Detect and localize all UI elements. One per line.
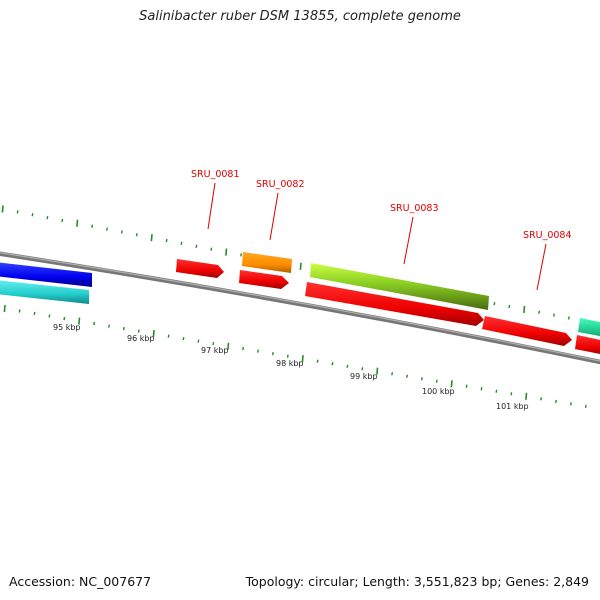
major-tick — [152, 330, 155, 338]
minor-tick — [135, 233, 138, 237]
gene-arrow-sru0084 — [482, 316, 572, 346]
minor-tick — [61, 218, 64, 223]
minor-tick — [46, 215, 49, 220]
gene-feature-lime — [310, 263, 489, 310]
accession-info: Accession: NC_007677 — [9, 574, 152, 589]
minor-tick — [391, 372, 394, 376]
minor-tick — [420, 377, 423, 381]
gene-arrow-sru0081 — [176, 259, 224, 278]
minor-tick — [465, 384, 468, 388]
genome-backbone — [0, 251, 600, 365]
minor-tick — [480, 387, 483, 391]
gene-feature-teal — [578, 318, 600, 337]
label-line-sru0082 — [269, 192, 279, 241]
minor-tick — [165, 238, 168, 243]
minor-tick — [510, 392, 513, 396]
minor-tick — [271, 352, 274, 356]
minor-tick — [495, 389, 498, 393]
minor-tick — [331, 362, 334, 366]
minor-tick — [346, 364, 349, 368]
minor-tick — [197, 339, 200, 343]
major-tick — [227, 342, 230, 350]
minor-tick — [195, 244, 198, 248]
scale-label-99: 99 kbp — [350, 372, 378, 381]
inner-tick-ring — [3, 304, 587, 408]
minor-tick — [210, 247, 213, 251]
major-tick — [1, 205, 4, 213]
scale-label-95: 95 kbp — [53, 323, 81, 332]
minor-tick — [212, 342, 215, 346]
major-tick — [450, 380, 453, 388]
minor-tick — [18, 309, 21, 313]
scale-label-97: 97 kbp — [201, 346, 229, 355]
minor-tick — [406, 374, 408, 378]
minor-tick — [31, 213, 34, 217]
minor-tick — [257, 349, 259, 353]
gene-label-sru0081: SRU_0081 — [191, 169, 240, 180]
minor-tick — [555, 399, 557, 403]
major-tick — [78, 317, 81, 325]
minor-tick — [569, 402, 572, 406]
minor-tick — [120, 230, 123, 234]
minor-tick — [137, 329, 140, 333]
minor-tick — [567, 316, 570, 320]
minor-tick — [122, 326, 125, 331]
gene-feature-red-right — [575, 335, 600, 354]
minor-tick — [167, 334, 170, 338]
minor-tick — [540, 397, 543, 401]
gene-label-sru0084: SRU_0084 — [523, 230, 572, 241]
major-tick — [150, 234, 153, 242]
minor-tick — [180, 241, 183, 246]
major-tick — [225, 248, 228, 256]
gene-label-sru0082: SRU_0082 — [256, 179, 305, 190]
minor-tick — [361, 367, 364, 371]
minor-tick — [584, 404, 587, 408]
gene-feature-cyan — [0, 280, 89, 304]
minor-tick — [48, 314, 51, 318]
major-tick — [299, 262, 302, 270]
minor-tick — [286, 354, 289, 358]
major-tick — [301, 355, 304, 363]
minor-tick — [63, 316, 66, 321]
major-tick — [523, 305, 526, 313]
minor-tick — [242, 347, 245, 351]
major-tick — [3, 304, 6, 313]
minor-tick — [33, 311, 36, 316]
minor-tick — [316, 359, 319, 363]
label-line-sru0081 — [207, 182, 216, 230]
minor-tick — [553, 313, 555, 317]
gene-feature-blue — [0, 262, 92, 287]
scale-label-98: 98 kbp — [276, 359, 304, 368]
gene-arrow-sru0082 — [239, 270, 289, 289]
minor-tick — [182, 336, 185, 341]
label-line-sru0084 — [536, 243, 547, 291]
major-tick — [376, 367, 379, 375]
minor-tick — [93, 321, 96, 326]
genome-summary: Topology: circular; Length: 3,551,823 bp… — [245, 574, 589, 589]
minor-tick — [538, 310, 541, 314]
label-line-sru0083 — [403, 216, 414, 265]
gene-feature-orange — [242, 252, 292, 273]
minor-tick — [508, 304, 511, 309]
minor-tick — [16, 210, 19, 214]
gene-label-sru0083: SRU_0083 — [390, 203, 439, 214]
minor-tick — [91, 224, 94, 228]
minor-tick — [240, 253, 243, 257]
scale-label-101: 101 kbp — [496, 402, 529, 411]
map-title: Salinibacter ruber DSM 13855, complete g… — [139, 9, 461, 24]
minor-tick — [108, 324, 110, 328]
minor-tick — [435, 379, 438, 383]
scale-label-100: 100 kbp — [422, 387, 455, 396]
minor-tick — [493, 302, 496, 306]
major-tick — [76, 219, 79, 227]
major-tick — [525, 392, 528, 400]
gene-arrow-sru0083 — [305, 282, 484, 326]
scale-label-96: 96 kbp — [127, 334, 155, 343]
minor-tick — [106, 227, 108, 231]
genome-backbone-highlight — [0, 252, 600, 362]
